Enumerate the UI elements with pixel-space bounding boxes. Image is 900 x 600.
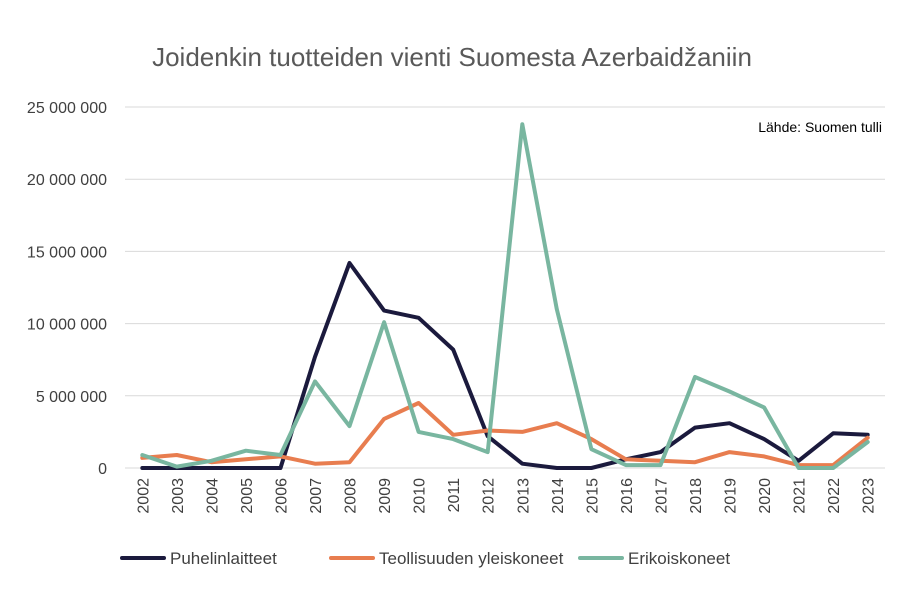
legend-label: Teollisuuden yleiskoneet: [379, 549, 564, 568]
x-tick-label: 2016: [619, 478, 636, 514]
y-tick-label: 5 000 000: [36, 389, 107, 406]
x-tick-label: 2002: [135, 478, 152, 514]
series-lines: [140, 122, 870, 470]
legend-label: Erikoiskoneet: [628, 549, 730, 568]
series-line-3: [140, 122, 870, 470]
x-tick-label: 2003: [170, 478, 187, 514]
gridlines: [125, 106, 885, 469]
x-tick-label: 2013: [515, 478, 532, 514]
x-tick-label: 2017: [653, 478, 670, 514]
x-tick-label: 2010: [412, 478, 429, 514]
legend: Puhelinlaitteet Teollisuuden yleiskoneet E…: [120, 549, 730, 568]
y-tick-label: 20 000 000: [27, 172, 107, 189]
x-tick-label: 2005: [239, 478, 256, 514]
x-tick-label: 2006: [273, 478, 290, 514]
series-line-2: [140, 401, 870, 468]
x-tick-label: 2009: [377, 478, 394, 514]
source-note: Lähde: Suomen tulli: [758, 119, 882, 135]
x-tick-label: 2012: [481, 478, 498, 514]
x-tick-label: 2008: [343, 478, 360, 514]
y-tick-label: 0: [98, 461, 107, 478]
x-tick-label: 2019: [723, 478, 740, 514]
x-tick-label: 2014: [550, 478, 567, 514]
x-tick-label: 2023: [861, 478, 878, 514]
y-tick-label: 25 000 000: [27, 100, 107, 117]
x-axis-ticks: 2002 2003 2004 2005 2006 2007 2008 2009 2010 2011…: [135, 478, 877, 514]
x-tick-label: 2007: [308, 478, 325, 514]
x-tick-label: 2011: [446, 478, 463, 513]
x-tick-label: 2018: [688, 478, 705, 514]
chart-title: Joidenkin tuotteiden vienti Suomesta Aze…: [152, 42, 752, 72]
x-tick-label: 2020: [757, 478, 774, 514]
x-tick-label: 2004: [204, 478, 221, 514]
legend-label: Puhelinlaitteet: [170, 549, 277, 568]
series-line-1: [140, 261, 870, 470]
x-tick-label: 2015: [584, 478, 601, 514]
y-tick-label: 15 000 000: [27, 244, 107, 261]
y-axis-ticks: 0 5 000 000 10 000 000 15 000 000 20 000 000…: [27, 100, 107, 478]
x-tick-label: 2022: [826, 478, 843, 514]
y-tick-label: 10 000 000: [27, 317, 107, 334]
x-tick-label: 2021: [792, 478, 809, 514]
